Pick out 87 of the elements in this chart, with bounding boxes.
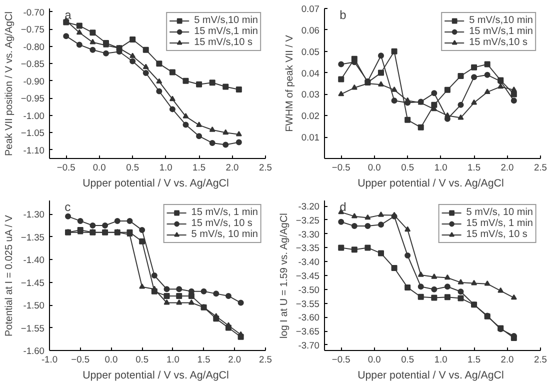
y-axis-title: FWHM of peak VII / V (284, 34, 296, 132)
y-axis-title: log I at U = 1.59 vs. Ag/AgCl (278, 213, 290, 338)
y-tick-label: −3.45 (296, 271, 320, 281)
y-tick-label: 0.02 (301, 111, 320, 122)
annotation: b (340, 8, 347, 22)
y-tick-label: −0.85 (20, 59, 45, 70)
x-tick-label: 0.5 (136, 354, 149, 364)
legend-label: 15 mV/s,1 min (194, 26, 258, 37)
legend-label: 5 mV/s,10 min (194, 15, 258, 26)
x-tick-label: 2.0 (228, 354, 242, 364)
y-tick-label: -3.60 (298, 312, 320, 323)
y-axis-title: Potential at I = 0.025 uA / V (4, 214, 15, 337)
legend-label: 15 mV/s,10 s (194, 37, 252, 48)
x-tick-label: 1.0 (159, 162, 172, 172)
x-axis-title: Upper potential / V vs. Ag/AgCl (358, 178, 504, 190)
y-tick-label: 0.03 (301, 90, 320, 100)
y-tick-label: −3.55 (296, 298, 320, 309)
y-tick-label: −3.65 (296, 326, 320, 337)
x-tick-label: 0.5 (401, 162, 414, 172)
y-tick-label: -1.60 (23, 346, 45, 356)
y-tick-label: -0.70 (23, 7, 45, 18)
x-axis-title: Upper potential / V vs. Ag/AgCl (82, 370, 229, 382)
y-tick-label: -1.30 (23, 210, 45, 220)
y-tick-label: 0.07 (301, 4, 320, 14)
x-tick-label: 2.0 (226, 162, 239, 172)
x-tick-label: 0.5 (401, 354, 414, 364)
y-tick-label: -0.90 (23, 76, 45, 86)
x-tick-label: −0.5 (332, 162, 350, 172)
legend-label: 15 mV/s, 10 s (466, 229, 528, 240)
y-tick-label: 0.05 (301, 46, 320, 57)
x-tick-label: 1.5 (468, 354, 481, 364)
y-tick-label: -3.70 (298, 340, 320, 350)
x-tick-label: −0.5 (332, 354, 350, 364)
y-tick-label: -3.30 (298, 229, 320, 240)
x-tick-label: 2.5 (534, 354, 547, 364)
y-tick-label: −1.35 (20, 232, 45, 242)
y-tick-label: -3.20 (298, 202, 320, 212)
y-tick-label: −3.35 (296, 243, 320, 254)
annotation: c (64, 200, 71, 214)
legend-label: 15 mV/s,1 min (469, 26, 533, 37)
y-tick-label: -1.40 (23, 255, 45, 266)
legend-label: 15 mV/s, 1 min (191, 207, 258, 218)
x-tick-label: 1.0 (434, 162, 448, 172)
x-tick-label: 2.0 (500, 162, 514, 172)
y-tick-label: -1.50 (23, 300, 45, 311)
legend-label: 15 mV/s, 1 min (466, 218, 533, 229)
y-tick-label: −1.45 (20, 278, 45, 288)
x-axis-title: Upper potential / V vs. Ag/AgCl (358, 370, 504, 382)
x-tick-label: 0.0 (104, 354, 118, 364)
y-tick-label: -3.40 (298, 257, 320, 268)
x-tick-label: 1.5 (192, 162, 206, 172)
x-tick-label: 1.5 (197, 354, 210, 364)
y-tick-label: 0.04 (301, 68, 320, 78)
y-tick-label: −1.05 (20, 128, 45, 138)
x-tick-label: 2.5 (259, 162, 272, 172)
legend-label: 5 mV/s,10 min (469, 15, 533, 26)
x-tick-label: 2.5 (534, 162, 547, 172)
y-tick-label: -1.00 (23, 110, 45, 121)
y-tick-label: −1.55 (20, 323, 45, 334)
x-tick-label: 0.0 (92, 162, 106, 172)
y-tick-label: −3.25 (296, 215, 320, 226)
y-tick-label: 0.06 (301, 25, 320, 36)
y-axis-title: Peak VII position / V vs. Ag/AgCl (4, 12, 15, 156)
legend-label: 15 mV/s,10 s (469, 37, 528, 48)
x-tick-label: −0.5 (71, 354, 90, 364)
x-axis-title: Upper potential / V vs. Ag/AgCl (82, 178, 229, 190)
y-tick-label: -3.50 (298, 284, 320, 295)
x-tick-label: 2.0 (500, 354, 514, 364)
x-tick-label: 2.5 (259, 354, 272, 364)
annotation: a (64, 8, 72, 22)
legend-label: 5 mV/s, 10 min (191, 229, 258, 240)
x-tick-label: 0.0 (368, 354, 381, 364)
y-tick-label: 0.01 (301, 132, 320, 143)
x-tick-label: 0.5 (126, 162, 140, 172)
y-tick-label: −0.95 (20, 94, 45, 104)
x-tick-label: -1.0 (41, 354, 58, 364)
legend-label: 15 mV/s, 10 s (191, 218, 252, 229)
x-tick-label: 0.0 (368, 162, 381, 172)
y-tick-label: -0.80 (23, 42, 45, 52)
x-tick-label: 1.5 (468, 162, 481, 172)
y-tick-label: -1.10 (23, 145, 45, 156)
annotation: d (340, 200, 346, 214)
legend-label: 5 mV/s, 10 min (466, 207, 533, 218)
x-tick-label: 1.0 (434, 354, 448, 364)
x-tick-label: 1.0 (166, 354, 180, 364)
x-tick-label: −0.5 (56, 162, 76, 172)
y-tick-label: −0.75 (20, 24, 45, 35)
